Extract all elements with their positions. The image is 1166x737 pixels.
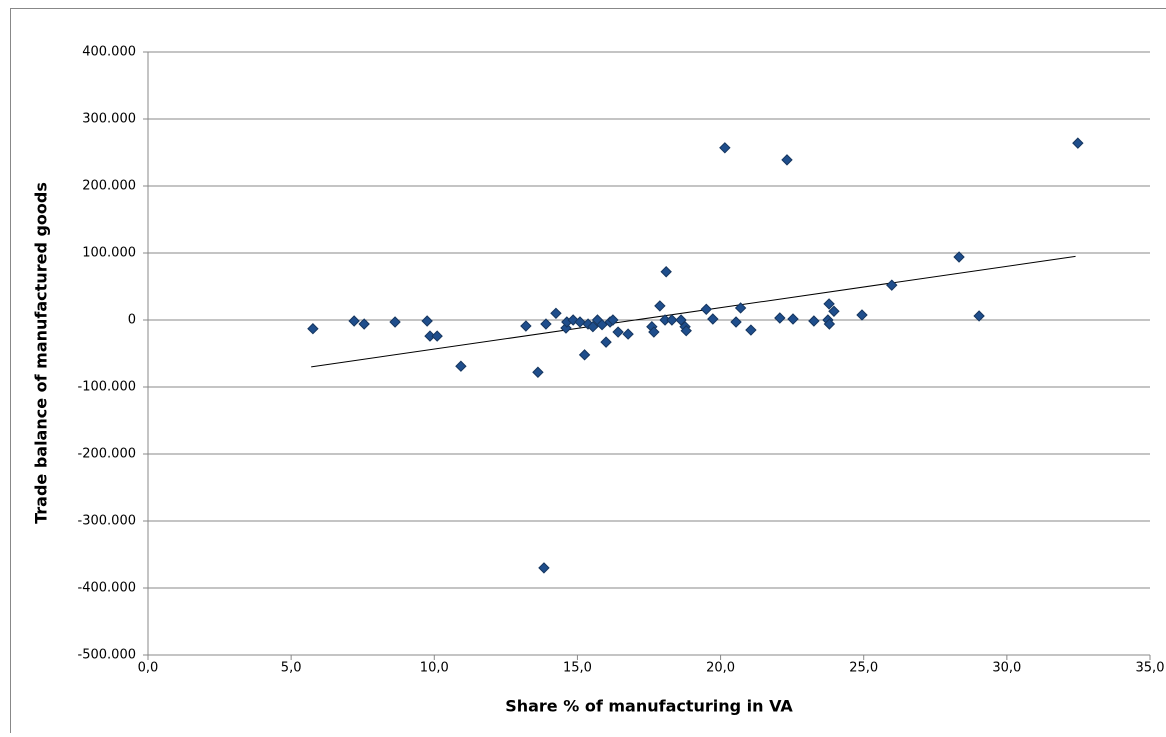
point: [601, 337, 611, 347]
x-axis-title: Share % of manufacturing in VA: [505, 697, 793, 716]
y-tick-label: 400.000: [82, 45, 136, 60]
point: [541, 319, 551, 329]
point: [390, 317, 400, 327]
point: [613, 327, 623, 337]
point: [1073, 138, 1083, 148]
point: [809, 316, 819, 326]
point: [539, 563, 549, 573]
trendline: [311, 256, 1075, 367]
point: [701, 304, 711, 314]
point: [655, 301, 665, 311]
point: [533, 367, 543, 377]
point: [857, 310, 867, 320]
point: [349, 316, 359, 326]
y-tick-label: -400.000: [78, 581, 136, 596]
point: [974, 311, 984, 321]
point: [954, 252, 964, 262]
chart-border: [11, 9, 1166, 734]
point: [788, 314, 798, 324]
point: [746, 325, 756, 335]
y-tick-label: 300.000: [82, 112, 136, 127]
x-tick-label: 5,0: [281, 661, 302, 676]
x-tick-label: 30,0: [992, 661, 1021, 676]
x-tick-label: 0,0: [138, 661, 159, 676]
y-axis-title: Trade balance of manufactured goods: [32, 182, 51, 524]
point: [661, 267, 671, 277]
y-tick-label: -500.000: [78, 648, 136, 663]
point: [422, 316, 432, 326]
point: [775, 313, 785, 323]
point: [432, 331, 442, 341]
point: [720, 143, 730, 153]
point: [731, 317, 741, 327]
x-tick-label: 35,0: [1136, 661, 1165, 676]
point: [359, 319, 369, 329]
x-tick-label: 25,0: [849, 661, 878, 676]
x-tick-label: 15,0: [563, 661, 592, 676]
point: [521, 321, 531, 331]
point: [308, 324, 318, 334]
x-tick-label: 20,0: [706, 661, 735, 676]
point: [580, 350, 590, 360]
point: [551, 308, 561, 318]
y-tick-label: 100.000: [82, 246, 136, 261]
y-tick-label: -100.000: [78, 380, 136, 395]
point: [708, 314, 718, 324]
point: [887, 280, 897, 290]
y-tick-label: -300.000: [78, 514, 136, 529]
y-tick-label: 200.000: [82, 179, 136, 194]
point: [456, 361, 466, 371]
point: [782, 155, 792, 165]
y-tick-label: -200.000: [78, 447, 136, 462]
y-tick-label: 0: [128, 313, 136, 328]
x-tick-label: 10,0: [420, 661, 449, 676]
point: [623, 329, 633, 339]
